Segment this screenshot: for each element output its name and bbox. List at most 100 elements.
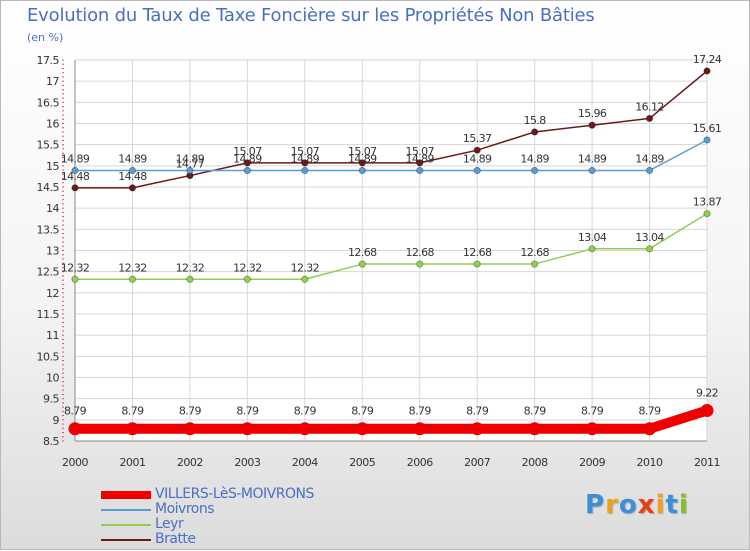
x-tick-label: 2009 bbox=[579, 456, 605, 469]
x-tick-label: 2001 bbox=[119, 456, 145, 469]
data-point bbox=[68, 422, 82, 436]
data-label: 15.07 bbox=[348, 145, 377, 158]
legend-label: Moivrons bbox=[155, 501, 215, 517]
logo-letter: i bbox=[655, 490, 666, 520]
y-tick-label: 9.5 bbox=[43, 393, 59, 406]
data-point bbox=[71, 275, 79, 283]
y-tick-label: 12.5 bbox=[37, 266, 60, 279]
chart-legend: VILLERS-LèS-MOIVRONS Moivrons Leyr Bratte bbox=[101, 487, 314, 547]
data-label: 14.89 bbox=[233, 152, 262, 165]
data-point bbox=[703, 67, 711, 75]
data-point bbox=[643, 422, 657, 436]
data-label: 8.79 bbox=[121, 405, 144, 418]
data-label: 13.04 bbox=[635, 231, 664, 244]
data-point bbox=[186, 166, 194, 175]
data-label: 12.68 bbox=[463, 246, 492, 259]
y-tick-label: 10.5 bbox=[37, 350, 60, 363]
data-point bbox=[703, 210, 711, 218]
data-point bbox=[703, 136, 711, 144]
data-point bbox=[588, 166, 596, 175]
data-label: 8.79 bbox=[294, 405, 317, 418]
legend-swatch bbox=[101, 523, 151, 526]
data-label: 17.24 bbox=[693, 53, 722, 66]
data-label: 12.68 bbox=[348, 246, 377, 259]
y-tick-label: 13 bbox=[46, 245, 59, 258]
x-tick-label: 2004 bbox=[292, 456, 318, 469]
series-line-0 bbox=[70, 405, 712, 434]
y-tick-label: 14 bbox=[46, 202, 59, 215]
y-tick-label: 9 bbox=[53, 414, 60, 427]
data-point bbox=[186, 275, 194, 283]
data-label: 8.79 bbox=[638, 405, 661, 418]
data-point bbox=[473, 146, 481, 154]
data-point bbox=[301, 166, 309, 175]
x-tick-label: 2008 bbox=[522, 456, 548, 469]
x-tick-label: 2000 bbox=[62, 456, 88, 469]
data-point bbox=[128, 275, 137, 283]
logo-letter: P bbox=[585, 490, 606, 520]
data-point bbox=[128, 166, 137, 175]
data-label: 14.89 bbox=[405, 152, 434, 165]
data-label: 12.32 bbox=[291, 261, 320, 274]
y-tick-label: 16.5 bbox=[37, 96, 60, 109]
data-point bbox=[588, 121, 596, 129]
logo-letter: x bbox=[637, 490, 656, 520]
y-tick-label: 17.5 bbox=[37, 54, 60, 67]
data-point bbox=[243, 166, 251, 175]
data-label: 14.89 bbox=[578, 152, 607, 165]
data-label: 8.79 bbox=[236, 405, 259, 418]
data-label: 8.79 bbox=[409, 405, 432, 418]
y-tick-label: 10 bbox=[46, 372, 59, 385]
data-point bbox=[358, 260, 366, 268]
data-label: 14.89 bbox=[635, 152, 664, 165]
data-label: 13.87 bbox=[693, 196, 722, 209]
data-point bbox=[243, 159, 251, 167]
y-tick-label: 13.5 bbox=[37, 223, 60, 236]
data-point bbox=[301, 275, 309, 283]
y-tick-label: 14.5 bbox=[37, 181, 60, 194]
data-point bbox=[416, 159, 424, 167]
series-line-3 bbox=[74, 70, 708, 189]
data-label: 15.96 bbox=[578, 107, 607, 120]
data-point bbox=[645, 166, 654, 175]
x-tick-label: 2007 bbox=[464, 456, 490, 469]
logo-letter: i bbox=[678, 490, 689, 520]
y-tick-label: 11.5 bbox=[37, 308, 60, 321]
y-tick-label: 16 bbox=[46, 118, 59, 131]
legend-swatch bbox=[101, 508, 151, 511]
data-point bbox=[700, 404, 714, 418]
data-label: 16.12 bbox=[635, 100, 664, 113]
logo-letter: t bbox=[665, 490, 679, 520]
data-point bbox=[243, 275, 251, 283]
data-label: 15.37 bbox=[463, 132, 492, 145]
data-point bbox=[298, 422, 312, 436]
data-label: 12.68 bbox=[520, 246, 549, 259]
x-tick-label: 2003 bbox=[234, 456, 260, 469]
chart-title: Evolution du Taux de Taxe Foncière sur l… bbox=[27, 5, 595, 26]
data-label: 12.68 bbox=[405, 246, 434, 259]
data-label: 14.89 bbox=[118, 152, 147, 165]
data-point bbox=[301, 159, 309, 167]
data-point bbox=[413, 422, 427, 436]
data-label: 13.04 bbox=[578, 231, 607, 244]
data-label: 8.79 bbox=[524, 405, 547, 418]
data-point bbox=[473, 166, 481, 175]
y-tick-label: 11 bbox=[46, 329, 59, 342]
data-label: 14.89 bbox=[291, 152, 320, 165]
legend-item: Moivrons bbox=[101, 502, 314, 517]
data-point bbox=[588, 245, 596, 253]
data-label: 14.48 bbox=[118, 170, 147, 183]
x-tick-label: 2002 bbox=[177, 456, 203, 469]
data-point bbox=[358, 159, 366, 167]
data-point bbox=[125, 422, 139, 436]
logo-letter: r bbox=[605, 490, 619, 520]
x-tick-label: 2006 bbox=[407, 456, 433, 469]
data-label: 15.07 bbox=[405, 145, 434, 158]
legend-swatch bbox=[101, 538, 151, 541]
legend-item: Leyr bbox=[101, 517, 314, 532]
data-point bbox=[470, 422, 484, 436]
proxiti-logo: Proxiti bbox=[585, 490, 689, 520]
data-point bbox=[531, 128, 539, 136]
